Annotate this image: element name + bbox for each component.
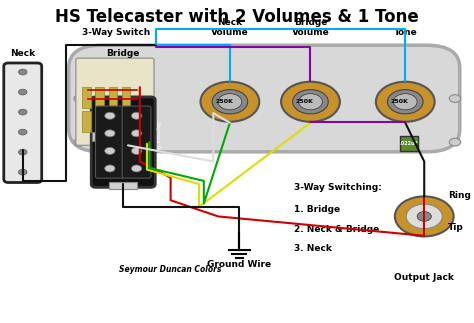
Circle shape: [293, 89, 328, 114]
Circle shape: [18, 129, 27, 135]
Circle shape: [105, 112, 115, 119]
Circle shape: [212, 89, 247, 114]
Text: HS Telecaster with 2 Volumes & 1 Tone: HS Telecaster with 2 Volumes & 1 Tone: [55, 8, 419, 26]
Text: Neck: Neck: [10, 49, 36, 58]
FancyBboxPatch shape: [76, 58, 154, 145]
Bar: [92, 132, 140, 141]
Text: Seymour Duncan Colors: Seymour Duncan Colors: [119, 265, 222, 274]
FancyBboxPatch shape: [4, 63, 42, 182]
Circle shape: [406, 204, 442, 229]
Bar: [95, 87, 104, 108]
Bar: [95, 111, 104, 132]
Circle shape: [105, 130, 115, 137]
Circle shape: [387, 89, 423, 114]
Text: Neck
Volume: Neck Volume: [211, 18, 249, 37]
Bar: [82, 87, 91, 108]
Circle shape: [18, 69, 27, 75]
Text: Bridge: Bridge: [107, 49, 140, 58]
FancyBboxPatch shape: [122, 106, 151, 178]
FancyBboxPatch shape: [96, 106, 124, 178]
Bar: [109, 111, 117, 132]
Text: Ground Wire: Ground Wire: [207, 260, 272, 269]
Circle shape: [18, 169, 27, 175]
Circle shape: [218, 94, 242, 110]
Circle shape: [395, 196, 454, 236]
Text: Output Jack: Output Jack: [394, 273, 454, 282]
Text: .022uF: .022uF: [399, 141, 418, 146]
Circle shape: [105, 147, 115, 154]
Text: 250K: 250K: [296, 99, 313, 104]
Circle shape: [131, 165, 142, 172]
Circle shape: [201, 82, 259, 122]
Circle shape: [74, 138, 85, 146]
Bar: [109, 98, 137, 105]
Text: Tone: Tone: [393, 28, 417, 37]
Bar: [82, 111, 91, 132]
Circle shape: [281, 82, 340, 122]
Text: 250K: 250K: [391, 99, 408, 104]
Circle shape: [393, 94, 417, 110]
Bar: [109, 182, 137, 189]
FancyBboxPatch shape: [69, 45, 460, 152]
Text: 3-Way Switching:: 3-Way Switching:: [294, 183, 382, 192]
Circle shape: [74, 95, 85, 102]
Circle shape: [105, 165, 115, 172]
Circle shape: [131, 130, 142, 137]
Circle shape: [18, 109, 27, 115]
Text: Seymour Duncan: Seymour Duncan: [155, 121, 160, 163]
Circle shape: [449, 138, 461, 146]
Text: 2. Neck & Bridge: 2. Neck & Bridge: [294, 225, 379, 234]
Text: 3-Way Switch: 3-Way Switch: [82, 28, 150, 37]
Text: Ring: Ring: [448, 191, 471, 200]
FancyBboxPatch shape: [91, 97, 155, 187]
Text: Tip: Tip: [448, 223, 464, 232]
Text: 1. Bridge: 1. Bridge: [294, 205, 340, 214]
Circle shape: [131, 112, 142, 119]
Bar: [109, 87, 117, 108]
Bar: [122, 87, 130, 108]
Circle shape: [18, 89, 27, 95]
Text: Bridge
Volume: Bridge Volume: [292, 18, 329, 37]
Bar: [400, 136, 418, 151]
Text: 250K: 250K: [215, 99, 233, 104]
Bar: [122, 111, 130, 132]
Circle shape: [449, 95, 461, 102]
Circle shape: [131, 147, 142, 154]
Circle shape: [18, 149, 27, 155]
Circle shape: [376, 82, 435, 122]
Circle shape: [417, 212, 431, 221]
Text: 3. Neck: 3. Neck: [294, 244, 332, 253]
Circle shape: [299, 94, 322, 110]
